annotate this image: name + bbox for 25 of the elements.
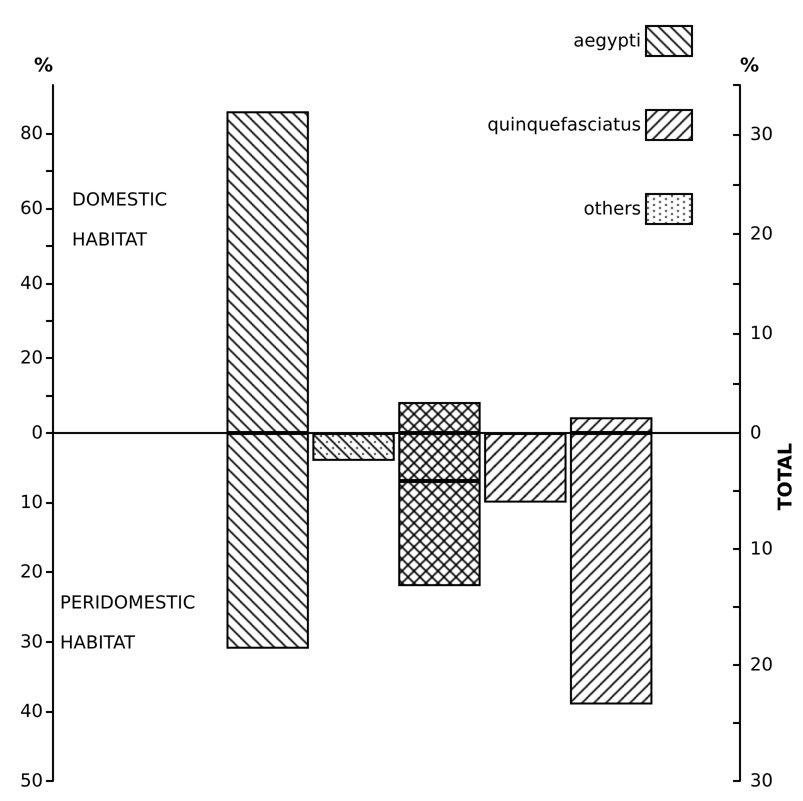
y2-tick-label: 10 — [750, 538, 773, 560]
y-tick-label: 50 — [20, 770, 43, 792]
y-tick-label: 0 — [32, 422, 43, 444]
y2-tick-label: 0 — [750, 422, 762, 444]
y-tick-label: 20 — [20, 562, 43, 583]
y-tick-label: 10 — [20, 492, 43, 514]
y2-tick-label: 30 — [750, 124, 773, 146]
y-tick-label: 20 — [20, 348, 43, 369]
y2-tick-label: 20 — [750, 654, 773, 676]
y2-tick-label: 10 — [750, 323, 773, 344]
y-tick-label: 40 — [20, 272, 43, 294]
legend-label: quinquefasciatus — [487, 114, 641, 136]
y-tick-label: 30 — [20, 631, 43, 652]
annotation: DOMESTIC HABITAT — [72, 190, 173, 250]
y2-axis-title: % — [740, 54, 760, 76]
y2-tick-label: 20 — [750, 224, 773, 245]
y-tick-label: 60 — [20, 198, 43, 219]
y-tick-label: 40 — [20, 700, 43, 722]
annotation: PERIDOMESTIC HABITAT — [60, 592, 201, 654]
legend-label: others — [584, 198, 641, 220]
y-axis-title: % — [34, 54, 53, 76]
legend-label: aegypti — [573, 30, 641, 52]
y2-tick-label: 30 — [750, 770, 773, 792]
y2-axis-title: TOTAL — [774, 443, 796, 510]
y-tick-label: 80 — [20, 123, 43, 144]
